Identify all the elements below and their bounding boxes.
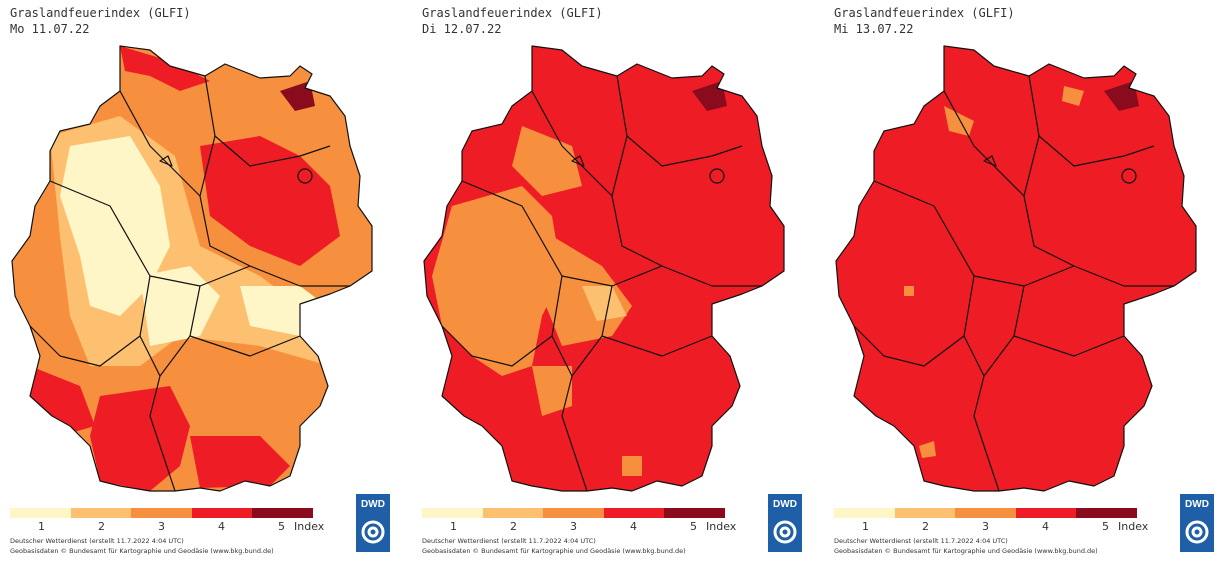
panel-title: Graslandfeuerindex (GLFI) (10, 6, 191, 20)
legend-label-4: 4 (630, 520, 637, 533)
legend-swatch-5 (1076, 508, 1137, 518)
dwd-logo-text: DWD (1185, 499, 1209, 510)
legend-label-4: 4 (1042, 520, 1049, 533)
legend-label-4: 4 (218, 520, 225, 533)
legend-unit: Index (1118, 520, 1149, 533)
credit-line-2: Geobasisdaten © Bundesamt für Kartograph… (422, 547, 686, 555)
map-panel-3: Graslandfeuerindex (GLFI) Mi 13.07.22 (824, 0, 1224, 571)
legend-label-3: 3 (982, 520, 989, 533)
legend-label-3: 3 (570, 520, 577, 533)
legend-label-2: 2 (510, 520, 517, 533)
dwd-swirl-icon (361, 520, 385, 544)
dwd-logo: DWD (356, 494, 390, 552)
legend-swatch-4 (603, 508, 665, 518)
dwd-swirl-icon (773, 520, 797, 544)
legend-swatch-4 (1015, 508, 1077, 518)
legend-color-bar (834, 508, 1137, 518)
credit-line-1: Deutscher Wetterdienst (erstellt 11.7.20… (10, 537, 184, 545)
germany-map (835, 45, 1197, 492)
legend-swatch-5 (252, 508, 313, 518)
legend-labels: 1 2 3 4 5 Index (10, 520, 340, 534)
dwd-logo-text: DWD (361, 499, 385, 510)
legend-label-2: 2 (922, 520, 929, 533)
legend-label-5: 5 (1102, 520, 1109, 533)
credit-line-1: Deutscher Wetterdienst (erstellt 11.7.20… (422, 537, 596, 545)
dwd-logo: DWD (1180, 494, 1214, 552)
legend-swatch-1 (834, 508, 895, 518)
legend-swatch-3 (131, 508, 192, 518)
legend-swatch-2 (482, 508, 544, 518)
legend-unit: Index (294, 520, 325, 533)
legend-swatch-1 (422, 508, 483, 518)
credit-line-1: Deutscher Wetterdienst (erstellt 11.7.20… (834, 537, 1008, 545)
germany-map (423, 45, 785, 492)
legend-labels: 1 2 3 4 5 Index (422, 520, 752, 534)
panel-date: Mi 13.07.22 (834, 22, 914, 36)
germany-map (11, 45, 373, 492)
legend-unit: Index (706, 520, 737, 533)
legend-swatch-4 (191, 508, 253, 518)
legend-swatch-3 (543, 508, 604, 518)
legend-labels: 1 2 3 4 5 Index (834, 520, 1164, 534)
legend-swatch-5 (664, 508, 725, 518)
legend-label-5: 5 (278, 520, 285, 533)
legend-label-1: 1 (38, 520, 45, 533)
legend-color-bar (10, 508, 313, 518)
legend-swatch-3 (955, 508, 1016, 518)
credit-line-2: Geobasisdaten © Bundesamt für Kartograph… (834, 547, 1098, 555)
legend-swatch-2 (894, 508, 956, 518)
legend-swatch-2 (70, 508, 132, 518)
legend-label-2: 2 (98, 520, 105, 533)
legend-label-3: 3 (158, 520, 165, 533)
map-panel-1: Graslandfeuerindex (GLFI) Mo 11.07.22 (0, 0, 400, 571)
panel-date: Di 12.07.22 (422, 22, 502, 36)
legend-color-bar (422, 508, 725, 518)
legend-label-1: 1 (862, 520, 869, 533)
panel-title: Graslandfeuerindex (GLFI) (834, 6, 1015, 20)
panel-title: Graslandfeuerindex (GLFI) (422, 6, 603, 20)
legend-label-5: 5 (690, 520, 697, 533)
legend-label-1: 1 (450, 520, 457, 533)
dwd-logo-text: DWD (773, 499, 797, 510)
legend-swatch-1 (10, 508, 71, 518)
panel-date: Mo 11.07.22 (10, 22, 90, 36)
dwd-swirl-icon (1185, 520, 1209, 544)
dwd-logo: DWD (768, 494, 802, 552)
map-panel-2: Graslandfeuerindex (GLFI) Di 12.07.22 (412, 0, 812, 571)
credit-line-2: Geobasisdaten © Bundesamt für Kartograph… (10, 547, 274, 555)
